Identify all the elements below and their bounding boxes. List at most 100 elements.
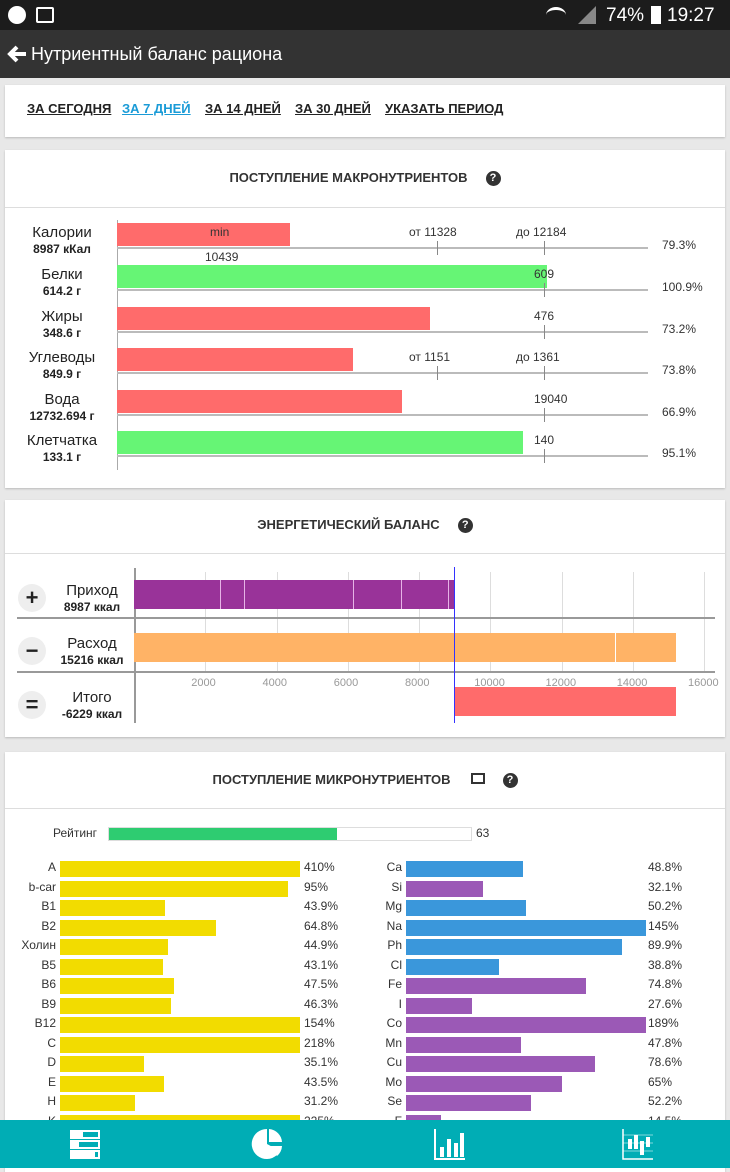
micro-percent: 189% [648, 1016, 679, 1030]
micro-bar [60, 997, 172, 1014]
signal-icon [578, 6, 596, 24]
help-icon[interactable]: ? [457, 518, 473, 533]
back-arrow-icon[interactable] [6, 43, 28, 65]
grid-line [205, 572, 207, 672]
target-label: до 12184 [516, 225, 567, 239]
macro-track [117, 247, 648, 249]
nutrient-name: Калории [32, 224, 92, 241]
target-label: 609 [534, 267, 555, 281]
segment-divider [614, 633, 616, 662]
pie-chart-icon[interactable] [250, 1127, 286, 1163]
micro-label: Fe [387, 977, 402, 991]
micronutrients-card: ПОСТУПЛЕНИЕ МИКРОНУТРИЕНТОВ? Рейтинг 63 … [5, 752, 725, 1172]
micro-label: B5 [41, 957, 56, 972]
micro-bar [406, 900, 527, 916]
segment-divider [244, 580, 246, 609]
micro-percent: 65% [648, 1074, 673, 1089]
micro-percent: 32.1% [648, 879, 683, 894]
period-tab[interactable]: ЗА СЕГОДНЯ [27, 101, 112, 116]
energy-label: Итого -6229 ккал [37, 690, 147, 722]
micro-label: Mn [385, 1035, 402, 1050]
macro-percent: 95.1% [662, 446, 697, 460]
target-tick [437, 366, 438, 380]
help-icon[interactable]: ? [502, 773, 518, 788]
bar-chart-icon[interactable] [432, 1127, 468, 1163]
micro-label: B9 [41, 996, 56, 1011]
grid-line [347, 572, 349, 672]
rating-value: 63 [476, 826, 490, 840]
macro-bar [117, 307, 431, 330]
micro-percent: 44.9% [304, 938, 339, 952]
micro-bar [60, 958, 164, 975]
target-tick [544, 241, 545, 255]
nutrient-name: Жиры [41, 308, 83, 325]
energy-value: -6229 ккал [61, 707, 123, 721]
period-tab[interactable]: ЗА 7 ДНЕЙ [122, 101, 191, 116]
macro-track [117, 372, 648, 374]
macro-percent: 79.3% [662, 238, 697, 252]
micro-label: B2 [41, 918, 56, 933]
period-tab[interactable]: ЗА 14 ДНЕЙ [205, 101, 281, 116]
macro-percent: 100.9% [662, 280, 703, 294]
macro-track [117, 289, 648, 291]
micro-bar [60, 861, 300, 877]
micro-bar [60, 939, 168, 955]
candles-chart-icon[interactable] [620, 1127, 656, 1163]
macro-bar [117, 431, 524, 454]
nutrient-amount: 12732.694 г [29, 409, 95, 423]
micro-percent: 46.3% [304, 996, 339, 1011]
image-icon [36, 7, 54, 23]
app-bar: Нутриентный баланс рациона [0, 30, 730, 78]
micro-percent: 31.2% [304, 1094, 339, 1108]
period-selector: ЗА СЕГОДНЯ ЗА 7 ДНЕЙ ЗА 14 ДНЕЙ ЗА 30 ДНЕЙ У… [5, 85, 725, 137]
micro-label: Cu [386, 1055, 402, 1069]
status-bar: 74% 19:27 [0, 0, 730, 30]
micro-percent: 64.8% [304, 918, 339, 933]
micro-percent: 89.9% [648, 938, 683, 952]
micro-bar [60, 1056, 145, 1072]
micro-bar [406, 939, 622, 955]
target-tick [544, 283, 545, 297]
grid-line [490, 572, 492, 672]
macro-label: Жиры 348.6 г [7, 309, 117, 341]
micro-percent: 43.9% [304, 899, 339, 913]
macro-percent: 73.2% [662, 322, 697, 336]
nutrient-name: Углеводы [28, 349, 96, 366]
micro-percent: 48.8% [648, 860, 683, 874]
macro-bar [117, 265, 548, 288]
sign-icon: − [18, 637, 46, 665]
target-tick [437, 241, 438, 255]
macronutrients-card: ПОСТУПЛЕНИЕ МАКРОНУТРИЕНТОВ? Калории 8987… [5, 150, 725, 488]
micro-percent: 410% [304, 860, 335, 874]
period-tab[interactable]: УКАЗАТЬ ПЕРИОД [385, 101, 504, 116]
tick-label: 6000 [333, 677, 359, 689]
micro-percent: 47.5% [304, 977, 339, 991]
tick-label: 10000 [474, 677, 505, 689]
energy-value: 15216 ккал [60, 653, 124, 667]
energy-value: 8987 ккал [63, 600, 121, 614]
bars-icon[interactable] [68, 1127, 104, 1163]
period-tab[interactable]: ЗА 30 ДНЕЙ [295, 101, 371, 116]
micro-percent: 38.8% [648, 957, 683, 972]
intake-bar [134, 580, 455, 609]
card-title: ПОСТУПЛЕНИЕ МИКРОНУТРИЕНТОВ? [5, 772, 725, 788]
micro-label: b-car [28, 879, 56, 894]
macro-label: Белки 614.2 г [7, 267, 117, 299]
grid-line [276, 572, 278, 672]
micro-label: Ca [386, 860, 402, 874]
help-icon[interactable]: ? [485, 171, 501, 186]
energy-title: ЭНЕРГЕТИЧЕСКИЙ БАЛАНС [257, 517, 440, 532]
energy-label: Приход 8987 ккал [37, 583, 147, 615]
target-label: от 11328 [409, 225, 457, 239]
tick-label: 12000 [545, 677, 577, 689]
row-divider [17, 671, 715, 673]
target-tick [544, 449, 545, 463]
table-icon[interactable] [470, 773, 485, 784]
micro-label: Холин [21, 938, 56, 952]
macro-percent: 66.9% [662, 405, 697, 419]
micro-bar [406, 1095, 532, 1111]
card-title: ЭНЕРГЕТИЧЕСКИЙ БАЛАНС? [5, 517, 725, 533]
macro-bar [117, 348, 353, 371]
micro-label: Cl [390, 957, 402, 972]
micro-label: Co [386, 1016, 402, 1030]
